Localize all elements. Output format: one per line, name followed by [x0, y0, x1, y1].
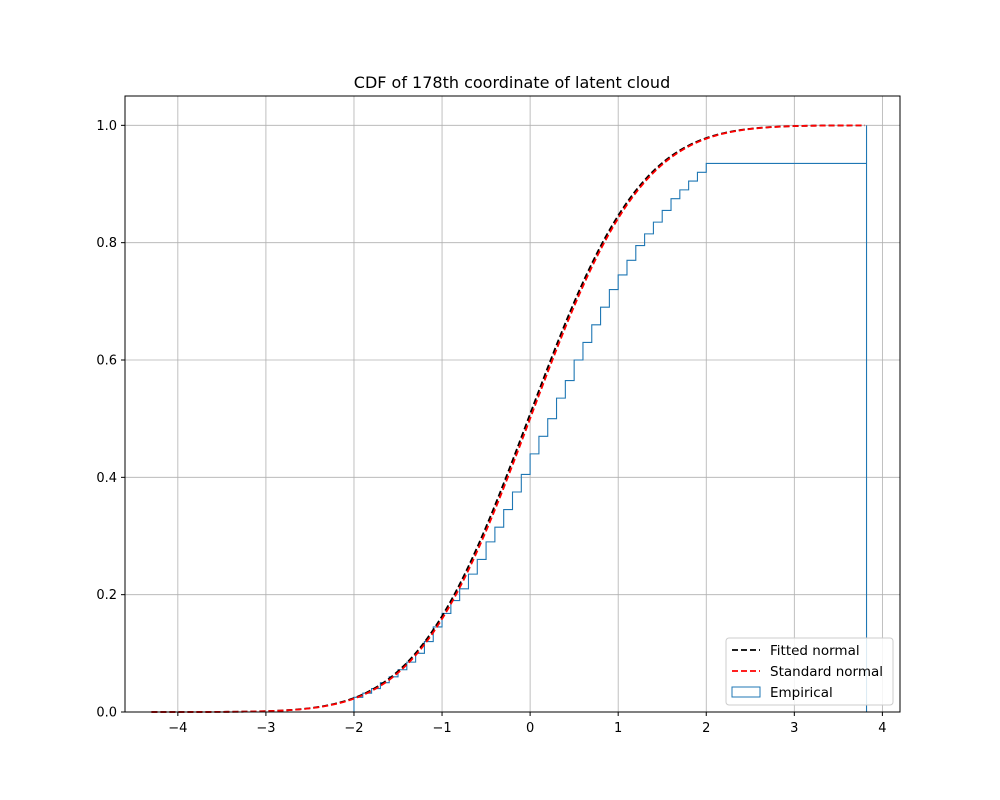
y-tick-label: 0.4 — [96, 471, 117, 486]
legend-label-empirical: Empirical — [770, 685, 833, 701]
legend-swatch-empirical — [731, 686, 761, 698]
axes: −4 −3 −2 −1 0 1 2 3 4 0.0 0.2 0.4 0.6 0.8 1.0 — [96, 95, 901, 736]
plot-frame — [124, 95, 901, 713]
legend-box — [725, 637, 894, 706]
x-tick-label: 0 — [526, 721, 534, 736]
x-tick-label: −1 — [432, 721, 451, 736]
fitted-normal-line — [151, 124, 865, 713]
x-tick-label: 4 — [878, 721, 886, 736]
x-tick-label: 2 — [702, 721, 710, 736]
x-tick-label: 1 — [614, 721, 622, 736]
standard-normal-line — [151, 124, 865, 713]
x-tick-label: −3 — [256, 721, 275, 736]
empirical-step-line — [151, 125, 868, 713]
grid — [125, 96, 900, 713]
x-tick-label: −2 — [344, 721, 363, 736]
x-tick-label: −4 — [168, 721, 187, 736]
y-tick-label: 0.6 — [96, 354, 117, 369]
legend-label-fitted-normal: Fitted normal — [770, 643, 860, 659]
y-tick-label: 0.0 — [96, 706, 117, 721]
legend-label-standard-normal: Standard normal — [770, 664, 883, 680]
x-tick-label: 3 — [790, 721, 798, 736]
chart-title: CDF of 178th coordinate of latent cloud — [354, 73, 670, 92]
legend: Fitted normal Standard normal Empirical — [725, 637, 894, 706]
y-tick-label: 1.0 — [96, 119, 117, 134]
y-tick-label: 0.2 — [96, 588, 117, 603]
y-tick-label: 0.8 — [96, 236, 117, 251]
series-layer — [151, 124, 868, 713]
